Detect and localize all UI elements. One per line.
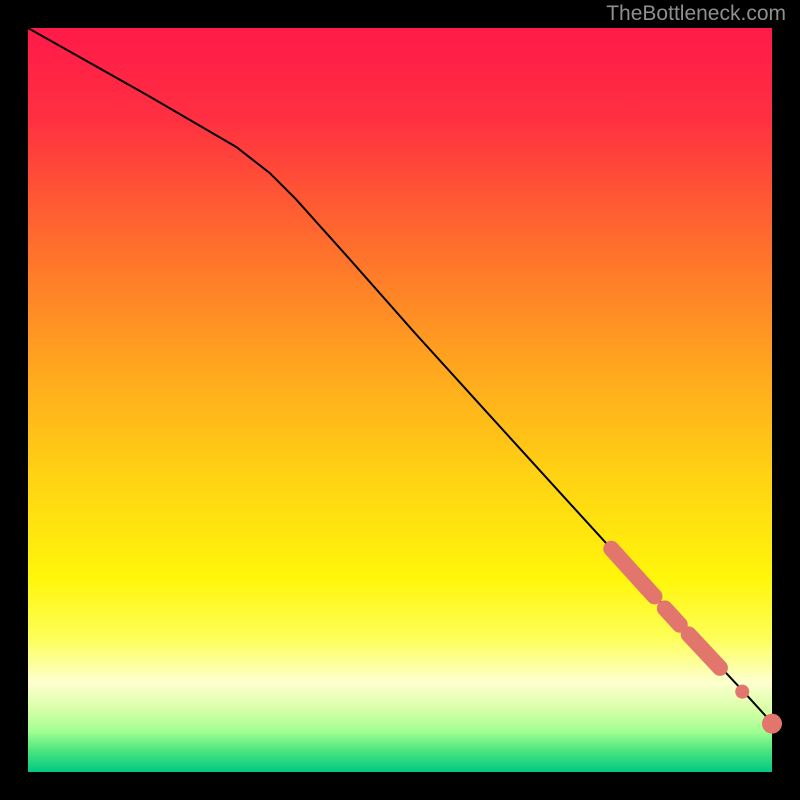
bottleneck-chart [0, 0, 800, 800]
gradient-plot-area [28, 28, 772, 772]
marker-segment [665, 608, 680, 624]
marker-dot [735, 685, 749, 699]
watermark-text: TheBottleneck.com [606, 2, 786, 26]
marker-dot [762, 714, 782, 734]
